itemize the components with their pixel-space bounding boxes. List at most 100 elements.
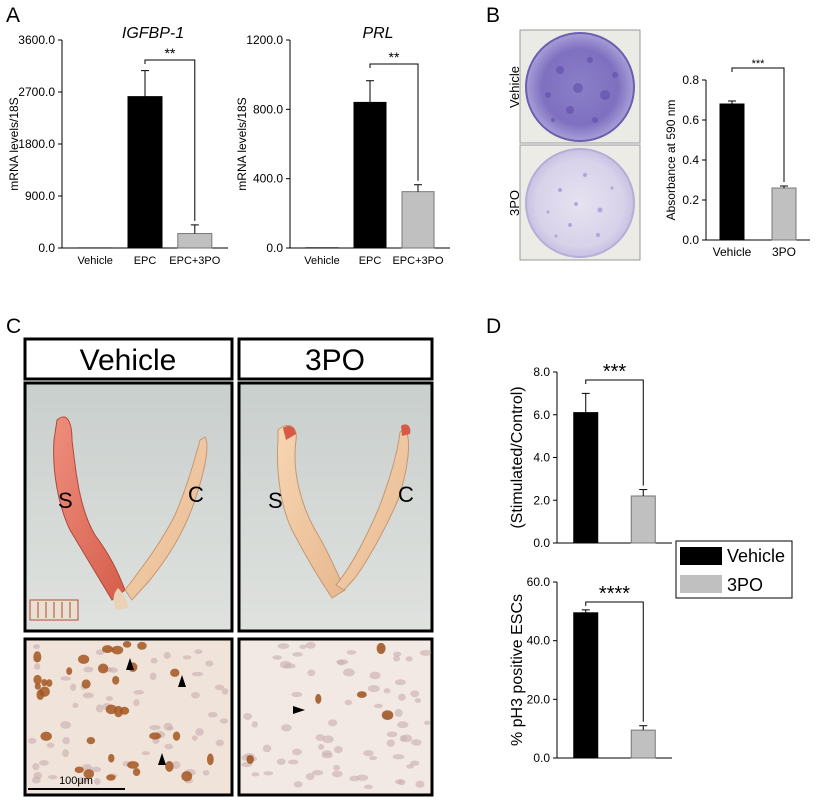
plate-vehicle-texture [545, 57, 618, 123]
stained-nucleus [106, 774, 116, 781]
pale-nucleus [363, 784, 374, 790]
pale-nucleus [251, 772, 260, 777]
panel-label-c: C [6, 315, 21, 338]
pale-nucleus [356, 774, 369, 781]
pale-nucleus [398, 693, 406, 701]
pale-nucleus [149, 725, 161, 731]
pale-nucleus [214, 684, 225, 691]
plate-label-vehicle: Vehicle [507, 66, 522, 108]
pale-nucleus [394, 679, 406, 686]
pale-nucleus [414, 698, 421, 704]
pale-nucleus [321, 750, 333, 756]
pale-nucleus [344, 699, 353, 706]
pale-nucleus [95, 704, 104, 713]
plate-3po-image [525, 148, 635, 258]
pale-nucleus [133, 690, 145, 695]
pale-nucleus [291, 691, 303, 698]
stained-nucleus [97, 663, 109, 674]
pale-nucleus [94, 778, 101, 785]
pale-nucleus [83, 666, 94, 673]
y-tick-label: 1200.0 [246, 33, 283, 47]
legend: Vehicle 3PO [675, 540, 793, 599]
plate-3po-texture [546, 173, 614, 238]
stained-nucleus [181, 771, 193, 782]
y-tick-label: 20.0 [527, 692, 551, 706]
histology-vehicle-nuclei [27, 641, 229, 785]
x-tick-label: EPC+3PO [169, 255, 220, 267]
igfbp1-chart: 0.0 900.0 1800.0 2700.0 3600.0 mRNA levels/18… [7, 25, 228, 267]
pale-nucleus [312, 769, 324, 776]
y-tick-label: 3600.0 [18, 33, 55, 47]
legend-swatch-vehicle [680, 547, 722, 565]
pale-nucleus [287, 759, 299, 765]
pale-nucleus [363, 750, 374, 757]
bar [771, 187, 797, 241]
pale-nucleus [33, 663, 41, 670]
x-tick-label: Vehicle [77, 255, 112, 267]
stained-nucleus [381, 710, 394, 721]
pale-nucleus [423, 720, 431, 726]
uterus-photo-3po: S C [237, 381, 434, 633]
significance-bracket [585, 601, 644, 722]
pale-nucleus [411, 739, 422, 746]
pale-nucleus [90, 766, 102, 773]
pale-nucleus [191, 735, 198, 741]
bar [573, 612, 599, 759]
pale-nucleus [164, 743, 174, 750]
pale-nucleus [410, 760, 420, 766]
panel-label-a: A [6, 4, 20, 27]
stained-nucleus [112, 675, 120, 685]
x-tick-label: EPC+3PO [392, 255, 443, 267]
stained-nucleus [356, 691, 367, 698]
pale-nucleus [47, 775, 58, 780]
pale-nucleus [149, 672, 157, 681]
y-tick-label: 1800.0 [18, 137, 55, 151]
pale-nucleus [81, 764, 92, 771]
legend-swatch-3po [680, 575, 722, 593]
legend-label-3po: 3PO [727, 575, 763, 595]
significance-label: **** [599, 583, 630, 605]
uterus-photo-vehicle: S C [23, 381, 234, 633]
prl-chart: 0.0 400.0 800.0 1200.0 mRNA levels/18S PRL Veh… [235, 25, 450, 267]
stained-nucleus [170, 668, 180, 677]
pale-nucleus [251, 721, 259, 728]
pale-nucleus [283, 663, 296, 669]
pale-nucleus [405, 656, 413, 662]
stained-nucleus [33, 651, 42, 663]
bar [719, 103, 745, 241]
pale-nucleus [72, 702, 79, 708]
pale-nucleus [95, 649, 105, 655]
x-tick-label: Vehicle [713, 245, 752, 259]
pale-nucleus [191, 671, 204, 677]
header-vehicle-box [23, 337, 234, 381]
stained-nucleus [206, 753, 214, 766]
ph3-positive-chart: 0.0 20.0 40.0 60.0% pH3 positive ESCs **** [509, 575, 672, 765]
stained-nucleus [315, 693, 322, 704]
pale-nucleus [221, 688, 229, 695]
histology-vehicle: 100μm [23, 637, 234, 797]
y-axis-label: mRNA levels/18S [7, 97, 21, 190]
y-tick-label: 0.0 [533, 536, 550, 550]
chart-title: PRL [362, 25, 393, 42]
stained-nucleus [36, 689, 45, 701]
y-tick-label: 4.0 [533, 451, 550, 465]
stained-nucleus [246, 754, 254, 764]
stained-nucleus [40, 731, 52, 741]
stained-nucleus [137, 641, 147, 650]
pale-nucleus [399, 735, 407, 742]
pale-nucleus [397, 721, 409, 729]
stained-nucleus [41, 678, 48, 687]
pale-nucleus [299, 644, 307, 650]
pale-nucleus [415, 780, 425, 788]
pale-nucleus [70, 683, 77, 691]
pale-nucleus [215, 739, 224, 747]
pale-nucleus [307, 669, 316, 677]
pale-nucleus [281, 724, 292, 732]
pale-nucleus [205, 660, 214, 667]
stained-nucleus [376, 642, 386, 654]
pale-nucleus [277, 643, 290, 649]
pale-nucleus [410, 690, 420, 698]
y-tick-label: 60.0 [527, 575, 551, 589]
panel-label-d: D [486, 315, 501, 338]
